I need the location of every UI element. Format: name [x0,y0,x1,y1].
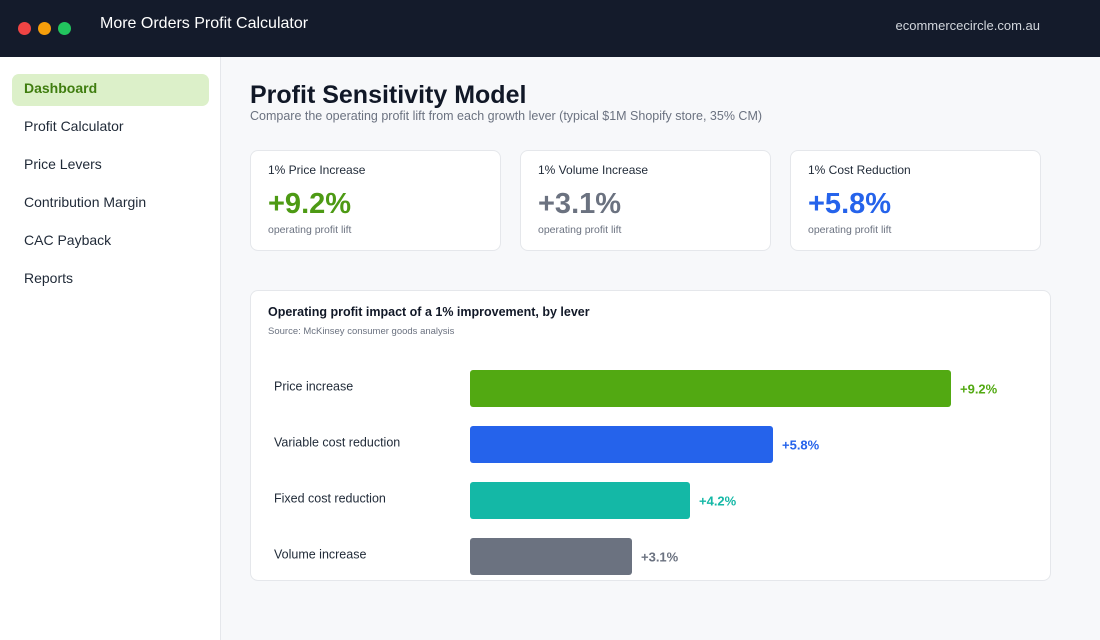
card-label: 1% Volume Increase [538,163,649,177]
sidebar-item-profit-calculator[interactable]: Profit Calculator [24,118,124,134]
sidebar-item-price-levers[interactable]: Price Levers [24,156,102,172]
bar-price-increase [470,370,951,407]
bar-value-label: +4.2% [699,494,737,509]
card-note: operating profit lift [538,224,622,236]
sidebar: Dashboard Profit Calculator Price Levers… [0,57,221,640]
bar-value-label: +5.8% [782,438,820,453]
app-title: More Orders Profit Calculator [100,15,309,32]
main-content: Profit Sensitivity Model Compare the ope… [221,57,1100,640]
sidebar-item-contribution-margin[interactable]: Contribution Margin [24,194,147,210]
page-subtitle: Compare the operating profit lift from e… [250,109,763,123]
bar-fixed-cost-reduction [470,482,690,519]
card-value: +3.1% [538,188,622,220]
minimize-window-icon[interactable] [38,22,51,35]
cost-reduction-card: 1% Cost Reduction +5.8% operating profit… [790,150,1041,251]
site-domain: ecommercecircle.com.au [895,18,1041,33]
bar-value-label: +9.2% [960,382,998,397]
bar-value-label: +3.1% [641,550,679,565]
bar-volume-increase [470,538,632,575]
page-title: Profit Sensitivity Model [250,81,527,109]
sidebar-item-cac-payback[interactable]: CAC Payback [24,232,112,248]
card-label: 1% Price Increase [268,163,366,177]
profit-impact-bar-chart: Price increase +9.2% Variable cost reducti… [274,370,998,575]
maximize-window-icon[interactable] [58,22,71,35]
sidebar-item-dashboard[interactable]: Dashboard [12,74,209,106]
category-label: Fixed cost reduction [274,492,386,506]
close-window-icon[interactable] [18,22,31,35]
chart-title: Operating profit impact of a 1% improvem… [268,305,590,319]
card-label: 1% Cost Reduction [808,163,911,177]
card-note: operating profit lift [268,224,352,236]
volume-increase-card: 1% Volume Increase +3.1% operating profi… [520,150,771,251]
profit-impact-chart: Price increase +9.2% Variable cost reducti… [250,290,1051,581]
chart-source: Source: McKinsey consumer goods analysis [268,326,455,337]
sidebar-item-reports[interactable]: Reports [24,270,74,286]
card-value: +9.2% [268,188,352,220]
title-bar: More Orders Profit Calculator ecommercec… [0,0,1100,57]
price-increase-card: 1% Price Increase +9.2% operating profit… [250,150,501,251]
card-note: operating profit lift [808,224,892,236]
card-value: +5.8% [808,188,892,220]
bar-variable-cost-reduction [470,426,773,463]
category-label: Variable cost reduction [274,436,400,450]
category-label: Volume increase [274,548,366,562]
category-label: Price increase [274,380,353,394]
